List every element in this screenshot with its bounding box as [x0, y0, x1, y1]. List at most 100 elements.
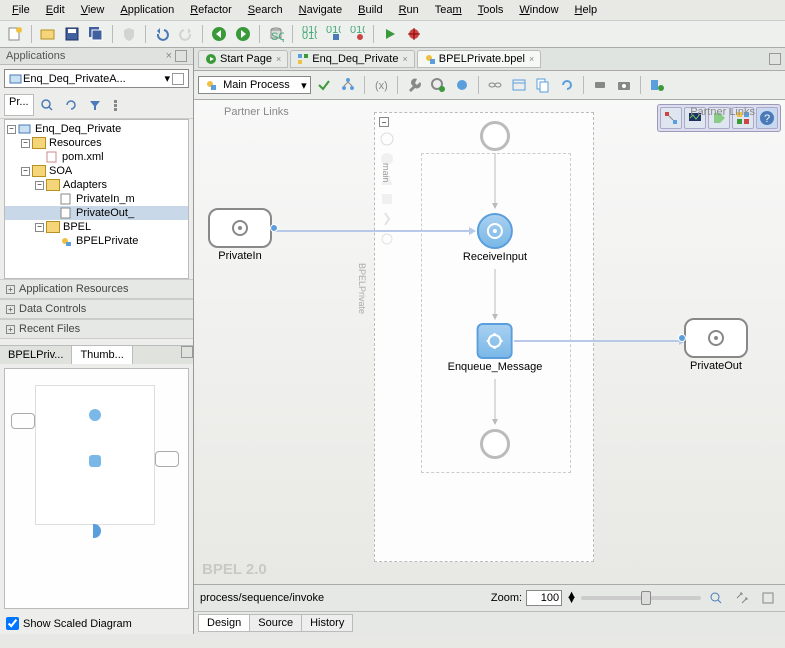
shield-icon[interactable]: [118, 23, 140, 45]
private-in-partner[interactable]: PrivateIn: [208, 208, 272, 262]
filter-icon[interactable]: [84, 94, 106, 116]
tab-design[interactable]: Design: [198, 614, 250, 632]
binary-icon-3[interactable]: 0101: [346, 23, 368, 45]
menu-search[interactable]: Search: [240, 2, 291, 18]
palette-item[interactable]: [379, 191, 395, 207]
palette-item[interactable]: [379, 211, 395, 227]
save-all-button[interactable]: [85, 23, 107, 45]
menu-help[interactable]: Help: [567, 2, 606, 18]
thumb-restore-icon[interactable]: [181, 346, 193, 358]
menu-window[interactable]: Window: [511, 2, 566, 18]
close-icon[interactable]: ×: [276, 54, 281, 64]
save-button[interactable]: [61, 23, 83, 45]
thumb-tab-thumb[interactable]: Thumb...: [72, 346, 132, 364]
receive-input-node[interactable]: ReceiveInput: [463, 213, 527, 263]
palette-item[interactable]: [379, 131, 395, 147]
menu-run[interactable]: Run: [391, 2, 427, 18]
tab-enq-deq[interactable]: Enq_Deq_Private×: [290, 50, 415, 68]
validate-icon[interactable]: [313, 74, 335, 96]
hierarchy-icon[interactable]: [337, 74, 359, 96]
tree-privateout[interactable]: PrivateOut_: [5, 206, 188, 220]
menu-file[interactable]: File: [4, 2, 38, 18]
application-selector[interactable]: Enq_Deq_PrivateA... ▾: [4, 69, 189, 88]
db-icon[interactable]: SQL: [265, 23, 287, 45]
options-icon[interactable]: [108, 94, 130, 116]
close-icon[interactable]: ×: [402, 54, 407, 64]
open-button[interactable]: [37, 23, 59, 45]
acc-recent-files[interactable]: +Recent Files: [0, 319, 193, 339]
menu-team[interactable]: Team: [427, 2, 470, 18]
menu-application[interactable]: Application: [112, 2, 182, 18]
editor-restore-icon[interactable]: [769, 53, 781, 65]
project-tree[interactable]: −Enq_Deq_Private −Resources pom.xml −SOA…: [4, 119, 189, 279]
record-icon[interactable]: [589, 74, 611, 96]
run-button[interactable]: [379, 23, 401, 45]
tab-bpel-private[interactable]: BPELPrivate.bpel×: [417, 50, 541, 68]
tree-adapters[interactable]: −Adapters: [5, 178, 188, 192]
var-x-icon[interactable]: (x): [370, 74, 392, 96]
gear-plus-icon[interactable]: [427, 74, 449, 96]
enqueue-message-node[interactable]: Enqueue_Message: [448, 323, 543, 373]
editor-area: Start Page× Enq_Deq_Private× BPELPrivate…: [194, 48, 785, 634]
binary-icon-1[interactable]: 01010101: [298, 23, 320, 45]
process-selector[interactable]: Main Process ▾: [198, 76, 311, 94]
undo-button[interactable]: [151, 23, 173, 45]
test-icon[interactable]: [646, 74, 668, 96]
tab-source[interactable]: Source: [249, 614, 302, 632]
panel-restore-icon[interactable]: [175, 50, 187, 62]
window-icon[interactable]: [508, 74, 530, 96]
bpel-canvas[interactable]: ? Partner Links Partner Links − main BPE…: [194, 100, 785, 584]
binary-icon-2[interactable]: 0101: [322, 23, 344, 45]
more-icon[interactable]: [757, 587, 779, 609]
thumbnail-canvas[interactable]: [4, 368, 189, 609]
tree-resources[interactable]: −Resources: [5, 136, 188, 150]
menu-edit[interactable]: Edit: [38, 2, 73, 18]
expand-icon[interactable]: [731, 587, 753, 609]
gear-blue-icon[interactable]: [451, 74, 473, 96]
zoom-input[interactable]: 100: [526, 590, 562, 606]
show-scaled-checkbox[interactable]: Show Scaled Diagram: [0, 613, 193, 634]
wrench-icon[interactable]: [403, 74, 425, 96]
copy-icon[interactable]: [532, 74, 554, 96]
tree-project[interactable]: −Enq_Deq_Private: [5, 122, 188, 136]
tab-start-page[interactable]: Start Page×: [198, 50, 288, 68]
menu-navigate[interactable]: Navigate: [291, 2, 350, 18]
app-menu-icon[interactable]: [172, 73, 184, 85]
flow-icon[interactable]: [660, 107, 682, 129]
menu-tools[interactable]: Tools: [470, 2, 512, 18]
tree-bpelfile[interactable]: BPELPrivate: [5, 234, 188, 248]
refresh2-icon[interactable]: [556, 74, 578, 96]
private-out-partner[interactable]: PrivateOut: [684, 318, 748, 372]
tree-bpel[interactable]: −BPEL: [5, 220, 188, 234]
zoom-fit-icon[interactable]: [705, 587, 727, 609]
back-button[interactable]: [208, 23, 230, 45]
new-button[interactable]: [4, 23, 26, 45]
tree-privatein[interactable]: PrivateIn_m: [5, 192, 188, 206]
menu-build[interactable]: Build: [350, 2, 390, 18]
panel-close-icon[interactable]: ×: [166, 50, 172, 62]
help-icon[interactable]: ?: [756, 107, 778, 129]
collapse-icon[interactable]: −: [379, 117, 389, 127]
search-icon[interactable]: [36, 94, 58, 116]
show-scaled-input[interactable]: [6, 617, 19, 630]
menu-refactor[interactable]: Refactor: [182, 2, 240, 18]
forward-button[interactable]: [232, 23, 254, 45]
tree-pom[interactable]: pom.xml: [5, 150, 188, 164]
refresh-icon[interactable]: [60, 94, 82, 116]
end-node[interactable]: [480, 429, 510, 459]
menu-view[interactable]: View: [73, 2, 113, 18]
camera-icon[interactable]: [613, 74, 635, 96]
debug-button[interactable]: [403, 23, 425, 45]
link-icon[interactable]: [484, 74, 506, 96]
chevron-down-icon: ▾: [301, 79, 307, 92]
zoom-slider[interactable]: [581, 596, 701, 600]
zoom-down[interactable]: ▼: [566, 598, 577, 603]
acc-data-controls[interactable]: +Data Controls: [0, 299, 193, 319]
close-icon[interactable]: ×: [529, 54, 534, 64]
acc-app-resources[interactable]: +Application Resources: [0, 279, 193, 299]
tree-soa[interactable]: −SOA: [5, 164, 188, 178]
start-node[interactable]: [480, 121, 510, 151]
tab-history[interactable]: History: [301, 614, 353, 632]
thumb-tab-bpel[interactable]: BPELPriv...: [0, 346, 72, 364]
redo-button[interactable]: [175, 23, 197, 45]
